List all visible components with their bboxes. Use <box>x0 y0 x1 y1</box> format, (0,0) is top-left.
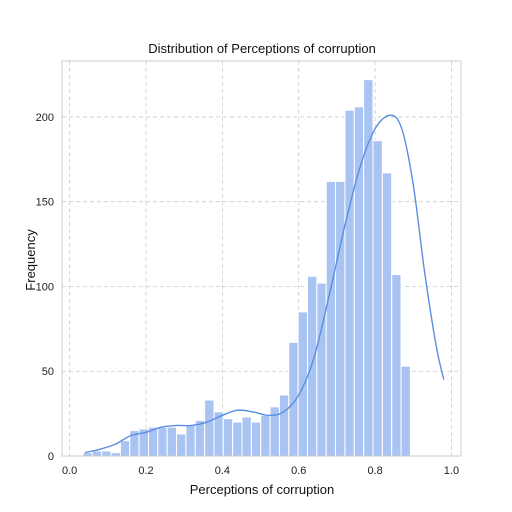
histogram-bar <box>157 426 168 457</box>
histogram-bars <box>82 79 411 457</box>
histogram-bar <box>297 311 309 457</box>
y-axis-title: Frequency <box>23 229 38 291</box>
y-tick-label: 100 <box>36 281 54 293</box>
histogram-bar <box>82 452 93 457</box>
kde-line <box>84 114 445 454</box>
histogram-bar <box>91 450 103 457</box>
x-tick-label: 0.2 <box>138 465 153 477</box>
y-tick-label: 0 <box>48 451 54 463</box>
x-axis-ticks: 0.0 0.2 0.4 0.6 0.8 1.0 <box>62 465 459 477</box>
histogram-bar <box>204 399 215 457</box>
histogram-bar <box>278 394 290 457</box>
histogram-bar <box>344 109 355 457</box>
y-tick-label: 150 <box>36 197 54 209</box>
histogram-bar <box>232 421 243 457</box>
histogram-bar <box>166 426 178 457</box>
x-tick-label: 1.0 <box>444 465 459 477</box>
y-tick-label: 50 <box>42 366 54 378</box>
histogram-bar <box>381 172 393 457</box>
histogram-bar <box>176 433 187 457</box>
chart-title: Distribution of Perceptions of corruptio… <box>148 41 376 56</box>
histogram-bar <box>101 450 112 457</box>
histogram-bar <box>110 452 121 457</box>
histogram-bar <box>325 180 337 457</box>
histogram-bar <box>316 282 327 457</box>
histogram-bar <box>391 274 402 457</box>
x-tick-label: 0.8 <box>367 465 382 477</box>
x-tick-label: 0.4 <box>215 465 230 477</box>
y-axis-ticks: 0 50 100 150 200 <box>36 112 54 463</box>
histogram-bar <box>372 140 383 457</box>
histogram-bar <box>307 275 318 457</box>
histogram-bar <box>119 440 131 457</box>
histogram-bar <box>222 418 234 457</box>
histogram-bar <box>400 365 411 457</box>
x-tick-label: 0.0 <box>62 465 77 477</box>
x-tick-label: 0.6 <box>291 465 306 477</box>
histogram-bar <box>335 180 346 457</box>
x-axis-title: Perceptions of corruption <box>190 482 335 497</box>
histogram-bar <box>194 419 206 457</box>
histogram-bar <box>250 421 262 457</box>
histogram-bar <box>185 424 196 457</box>
histogram-bar <box>241 416 252 457</box>
y-tick-label: 200 <box>36 112 54 124</box>
plot-frame <box>61 60 462 457</box>
histogram-bar <box>260 414 271 457</box>
